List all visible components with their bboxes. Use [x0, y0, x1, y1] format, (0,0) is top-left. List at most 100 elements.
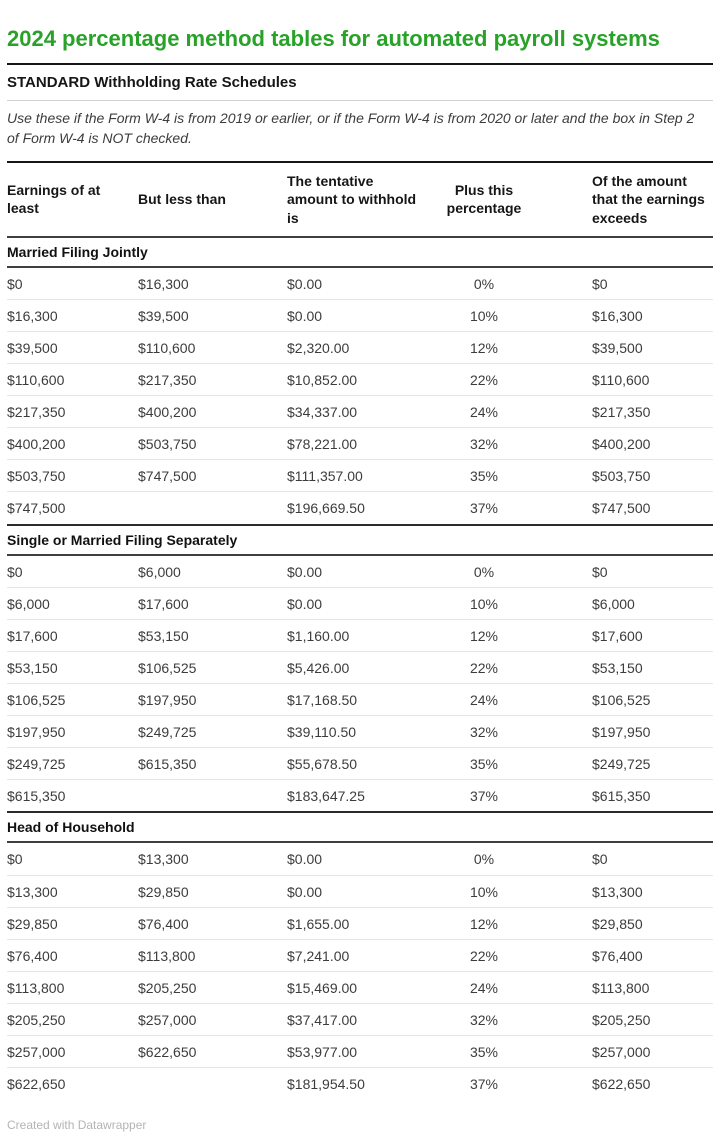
section-title: Married Filing Jointly [7, 235, 713, 268]
table-row: $113,800 $205,250 $15,469.00 24% $113,800 [7, 971, 713, 1004]
table-cell: $39,500 [592, 331, 713, 365]
table-cell: $39,110.50 [287, 715, 432, 749]
section-title: Head of Household [7, 811, 713, 844]
table-cell: $257,000 [7, 1035, 138, 1069]
table-cell: $76,400 [7, 939, 138, 972]
col-header-tentative-amount: The tentative amount to withhold is [287, 162, 432, 238]
table-cell: 35% [432, 459, 592, 493]
table-cell: 35% [432, 747, 592, 781]
table-cell: $615,350 [138, 747, 287, 781]
table-cell: $110,600 [7, 363, 138, 397]
table-cell: $106,525 [592, 683, 713, 717]
table-cell: $17,600 [7, 619, 138, 652]
section-header-row: Head of Household [7, 811, 713, 844]
col-header-amount-exceeds: Of the amount that the earnings exceeds [592, 162, 713, 238]
table-cell: $39,500 [7, 331, 138, 365]
table-cell: $34,337.00 [287, 395, 432, 429]
table-cell: $197,950 [592, 715, 713, 749]
table-cell: $17,168.50 [287, 683, 432, 717]
table-cell: $110,600 [592, 363, 713, 397]
table-row: $13,300 $29,850 $0.00 10% $13,300 [7, 875, 713, 908]
table-cell: $747,500 [138, 459, 287, 493]
table-cell: 22% [432, 651, 592, 685]
table-row: $106,525 $197,950 $17,168.50 24% $106,525 [7, 683, 713, 717]
table-subtitle: STANDARD Withholding Rate Schedules [7, 74, 297, 92]
table-row: $217,350 $400,200 $34,337.00 24% $217,350 [7, 395, 713, 429]
divider-under-title [7, 63, 713, 66]
table-cell: 12% [432, 907, 592, 940]
table-row: $76,400 $113,800 $7,241.00 22% $76,400 [7, 939, 713, 972]
table-cell: $0 [592, 266, 713, 300]
table-cell: 35% [432, 1035, 592, 1069]
table-cell: $16,300 [592, 299, 713, 332]
table-cell: $53,977.00 [287, 1035, 432, 1069]
table-cell: $53,150 [138, 619, 287, 652]
section-title: Single or Married Filing Separately [7, 523, 713, 556]
table-cell: 37% [432, 779, 592, 813]
table-cell: $5,426.00 [287, 651, 432, 685]
table-row: $249,725 $615,350 $55,678.50 35% $249,725 [7, 747, 713, 781]
table-cell: $6,000 [7, 587, 138, 620]
table-cell: $205,250 [138, 971, 287, 1004]
table-cell: $113,800 [592, 971, 713, 1004]
section-header-row: Married Filing Jointly [7, 235, 713, 268]
table-cell: $0 [592, 842, 713, 876]
table-cell: $615,350 [592, 779, 713, 813]
table-body: Married Filing Jointly $0 $16,300 $0.00 0% $0… [7, 235, 713, 1100]
table-cell: $0 [7, 266, 138, 300]
table-cell: $217,350 [592, 395, 713, 429]
table-cell: 32% [432, 715, 592, 749]
table-row: $17,600 $53,150 $1,160.00 12% $17,600 [7, 619, 713, 652]
table-cell [138, 491, 287, 526]
table-header: Earnings of at least But less than The t… [7, 162, 713, 238]
table-cell: 24% [432, 395, 592, 429]
table-cell: $39,500 [138, 299, 287, 332]
table-cell: 32% [432, 427, 592, 461]
table-cell: 37% [432, 491, 592, 526]
table-cell: $76,400 [138, 907, 287, 940]
table-cell: $29,850 [138, 875, 287, 908]
header-row: Earnings of at least But less than The t… [7, 162, 713, 238]
table-row: $110,600 $217,350 $10,852.00 22% $110,600 [7, 363, 713, 397]
table-cell: $196,669.50 [287, 491, 432, 526]
table-cell: 10% [432, 299, 592, 332]
table-row: $0 $6,000 $0.00 0% $0 [7, 554, 713, 588]
table-cell: $13,300 [7, 875, 138, 908]
col-header-plus-percentage: Plus this percentage [432, 162, 592, 238]
table-row: $39,500 $110,600 $2,320.00 12% $39,500 [7, 331, 713, 365]
table-cell: $503,750 [592, 459, 713, 493]
table-cell: 0% [432, 266, 592, 300]
page-title: 2024 percentage method tables for automa… [7, 26, 660, 51]
table-cell: 10% [432, 875, 592, 908]
table-cell: 0% [432, 554, 592, 588]
table-row: $16,300 $39,500 $0.00 10% $16,300 [7, 299, 713, 332]
table-cell: $2,320.00 [287, 331, 432, 365]
table-cell: 10% [432, 587, 592, 620]
table-cell: $113,800 [138, 939, 287, 972]
col-header-earnings-of-at-least: Earnings of at least [7, 162, 138, 238]
table-cell: $205,250 [592, 1003, 713, 1037]
withholding-rate-table: Earnings of at least But less than The t… [7, 161, 713, 1099]
table-cell: $0.00 [287, 587, 432, 620]
table-cell: $37,417.00 [287, 1003, 432, 1037]
table-cell: $53,150 [592, 651, 713, 685]
table-cell: $0.00 [287, 554, 432, 588]
table-row: $400,200 $503,750 $78,221.00 32% $400,200 [7, 427, 713, 461]
table-row: $747,500 $196,669.50 37% $747,500 [7, 491, 713, 526]
table-cell: $0.00 [287, 842, 432, 876]
table-cell: $0.00 [287, 875, 432, 908]
usage-note: Use these if the Form W-4 is from 2019 o… [7, 110, 695, 147]
table-cell: $106,525 [7, 683, 138, 717]
table-cell: $249,725 [7, 747, 138, 781]
col-header-but-less-than: But less than [138, 162, 287, 238]
table-cell: $400,200 [138, 395, 287, 429]
table-cell: $257,000 [138, 1003, 287, 1037]
table-cell: $1,160.00 [287, 619, 432, 652]
datawrapper-table-page: 2024 percentage method tables for automa… [7, 26, 713, 1132]
table-cell: $181,954.50 [287, 1076, 365, 1093]
table-cell: $7,241.00 [287, 939, 432, 972]
table-row: $622,650 $181,954.50 37% $622,650 [7, 1068, 713, 1100]
table-cell: $0.00 [287, 266, 432, 300]
table-cell: $16,300 [7, 299, 138, 332]
table-cell: 22% [432, 363, 592, 397]
